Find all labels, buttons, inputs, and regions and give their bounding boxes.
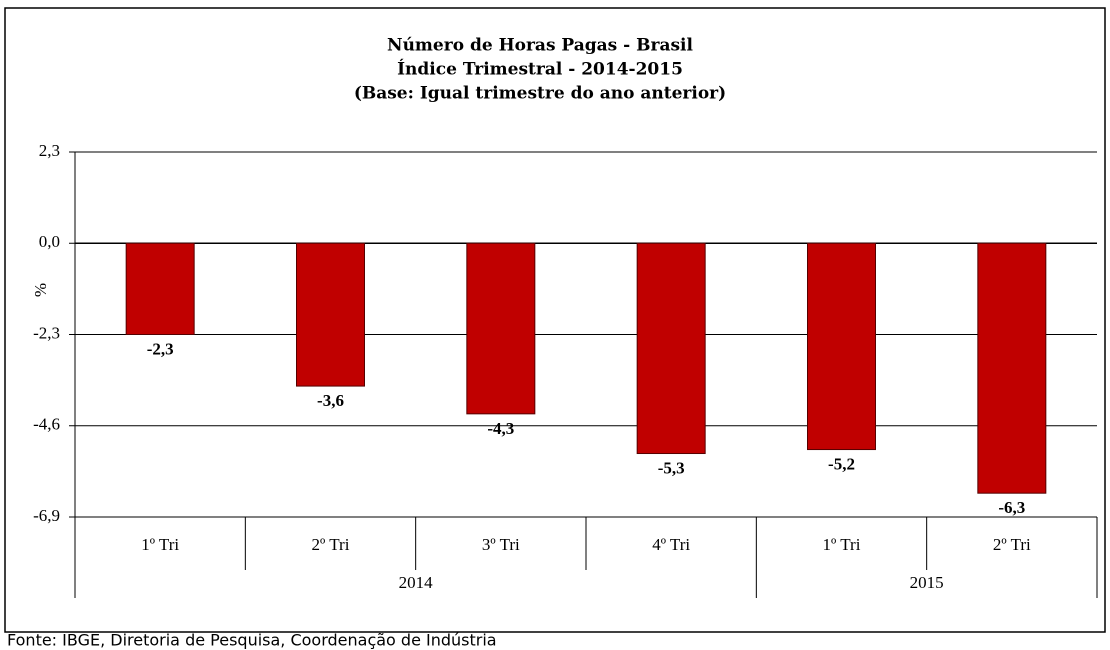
x-tick-label: 1º Tri [823,535,861,554]
chart-title: (Base: Igual trimestre do ano anterior) [354,84,726,104]
x-tick-label: 1º Tri [141,535,179,554]
data-label: -3,6 [317,391,344,410]
bar [977,242,1047,494]
chart-title: Índice Trimestral - 2014-2015 [397,59,683,80]
y-axis-label: % [31,283,50,297]
group-label: 2015 [910,573,944,592]
x-tick-label: 2º Tri [312,535,350,554]
bar [636,242,706,455]
bar [807,242,876,451]
y-tick-label: 2,3 [39,141,60,160]
bar [125,242,195,335]
bar [296,242,365,387]
data-label: -2,3 [147,339,174,358]
data-label: -5,3 [658,458,685,477]
x-tick-label: 4º Tri [652,535,690,554]
data-label: -6,3 [998,498,1025,517]
group-label: 2014 [399,573,434,592]
x-tick-label: 2º Tri [993,535,1031,554]
y-tick-label: 0,0 [39,232,60,251]
chart-title: Número de Horas Pagas - Brasil [387,36,693,56]
source-note: Fonte: IBGE, Diretoria de Pesquisa, Coor… [7,631,497,650]
y-tick-label: -6,9 [33,506,60,525]
y-tick-label: -2,3 [33,323,60,342]
data-label: -4,3 [487,419,514,438]
y-tick-label: -4,6 [33,415,60,434]
x-tick-label: 3º Tri [482,535,520,554]
bar [466,242,536,415]
data-label: -5,2 [828,454,855,473]
